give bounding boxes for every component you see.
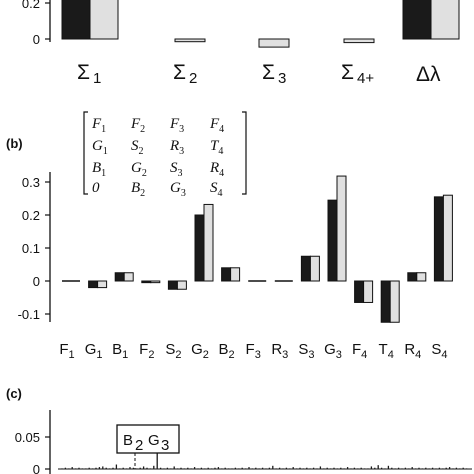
panel-b-x-tick-label: F3 <box>246 341 261 361</box>
panel-b-x-tick-label: G2 <box>191 341 209 361</box>
panel-a-x-tick-label: Σ 4+ <box>341 61 374 87</box>
svg-text:Δλ: Δλ <box>416 63 441 86</box>
panel-b-x-tick-label: F2 <box>139 341 154 361</box>
panel-b-x-tick-label: G1 <box>85 341 103 361</box>
panel-b-bar-dark <box>433 196 444 282</box>
svg-text:2: 2 <box>135 437 143 454</box>
panel-b-matrix: F1 F2 F3 F4 G1 S2 R3 T4 B1 G2 S3 R4 0 B2 G3 S4 <box>83 111 247 199</box>
panel-b-y-tick-label: 0.1 <box>22 241 40 256</box>
panel-a-bar-light <box>343 38 375 44</box>
panel-b-bar-light <box>230 267 241 282</box>
panel-a-x-tick-label: Δλ <box>416 63 441 86</box>
panel-b-x-tick-label: S4 <box>431 341 447 361</box>
panel-b-bar-light <box>389 280 400 323</box>
panel-b-bar-light <box>150 280 161 284</box>
panel-a-bar-light <box>430 0 460 40</box>
panel-b-x-tick-label: T4 <box>379 341 394 361</box>
panel-b-matrix-cell: B1 <box>92 160 106 179</box>
panel-b-x-tick-label: B2 <box>219 341 235 361</box>
panel-b-matrix-cell: F3 <box>169 116 184 135</box>
panel-b-bar-dark <box>300 255 311 282</box>
panel-b-matrix-cell: B2 <box>131 180 145 199</box>
svg-text:2: 2 <box>189 70 197 87</box>
panel-b-bar-dark <box>327 199 338 282</box>
panel-b-bar-light <box>309 255 320 282</box>
svg-text:3: 3 <box>161 437 169 454</box>
panel-a-x-tick-label: Σ 1 <box>77 61 101 87</box>
panel-b-bar-dark <box>354 280 365 303</box>
panel-b-y-tick-label: 0.3 <box>22 175 40 190</box>
panel-a-bar-light <box>174 38 206 43</box>
panel-c-annotation: B 2 G 3 <box>123 432 169 454</box>
panel-b-matrix-cell: S3 <box>170 160 183 179</box>
panel-b-label: (b) <box>6 136 23 151</box>
panel-b-bar-light <box>176 280 187 290</box>
panel-c-y-tick-label: 0 <box>33 462 40 474</box>
svg-text:1: 1 <box>93 70 101 87</box>
panel-b-chart: (b) F1 F2 F3 F4 G1 S2 R3 T4 B1 G2 S3 R4 0 B2 G3 S4 0.3 0… <box>6 111 453 361</box>
svg-text:Σ: Σ <box>341 61 354 84</box>
panel-b-bar-dark <box>407 272 418 282</box>
panel-c-annotation-box <box>116 424 180 454</box>
panel-b-x-tick-label: S2 <box>165 341 181 361</box>
panel-b-x-tick-label: F1 <box>59 341 74 361</box>
panel-b-bar-light <box>442 194 453 282</box>
panel-a-y-tick-label: 0.2 <box>22 0 40 11</box>
panel-b-x-tick-label: R4 <box>404 341 421 361</box>
panel-a-y-tick-label: 0 <box>33 32 40 47</box>
panel-a-bar-dark <box>402 0 432 40</box>
panel-b-matrix-cell: R3 <box>169 138 184 157</box>
panel-b-matrix-cell: G1 <box>92 138 108 157</box>
panel-a-x-tick-label: Σ 3 <box>262 61 286 87</box>
panel-b-bar-dark <box>221 267 232 282</box>
panel-b-bar-light <box>123 272 134 282</box>
panel-b-y-tick-label: -0.1 <box>18 307 40 322</box>
svg-text:Σ: Σ <box>77 61 90 84</box>
panel-b-x-tick-label: R3 <box>271 341 288 361</box>
panel-b-matrix-cell: F2 <box>130 116 145 135</box>
panel-b-bar-dark <box>141 280 152 284</box>
panel-b-bar-dark <box>167 280 178 290</box>
panel-b-x-tick-label: F4 <box>352 341 367 361</box>
panel-c-chart: (c) 0.05 0 B 2 G 3 <box>6 386 472 474</box>
panel-b-bar-light <box>363 280 374 303</box>
panel-b-matrix-cell: G2 <box>131 160 147 179</box>
panel-c-label: (c) <box>6 386 22 401</box>
panel-a-bar-light <box>258 38 290 48</box>
panel-b-bar-light <box>336 175 347 282</box>
panel-a-bar-dark <box>61 0 91 40</box>
panel-b-y-tick-label: 0 <box>33 274 40 289</box>
panel-b-bar-dark <box>114 272 125 282</box>
panel-b-bar-light <box>203 203 214 282</box>
panel-b-matrix-cell: S4 <box>210 180 223 199</box>
panel-b-bar-light <box>97 280 108 289</box>
panel-b-x-tick-label: G3 <box>324 341 342 361</box>
panel-b-y-tick-label: 0.2 <box>22 208 40 223</box>
panel-b-matrix-cell: G3 <box>170 180 186 199</box>
panel-b-x-tick-label: S3 <box>298 341 314 361</box>
panel-b-matrix-cell: 0 <box>92 180 100 196</box>
svg-text:B: B <box>123 432 133 449</box>
svg-text:4+: 4+ <box>357 70 374 87</box>
panel-b-matrix-cell: T4 <box>210 138 223 157</box>
panel-b-bar-dark <box>194 214 205 282</box>
panel-c-y-tick-label: 0.05 <box>15 430 40 445</box>
panel-b-bar-dark <box>88 280 99 289</box>
panel-b-matrix-cell: F4 <box>209 116 224 135</box>
panel-a-x-tick-label: Σ 2 <box>173 61 197 87</box>
panel-a-bar-light <box>89 0 119 40</box>
svg-text:G: G <box>148 432 160 449</box>
panel-b-matrix-cell: F1 <box>91 116 106 135</box>
svg-text:Σ: Σ <box>262 61 275 84</box>
panel-b-x-tick-label: B1 <box>112 341 128 361</box>
panel-b-matrix-cell: S2 <box>131 138 144 157</box>
panel-a-chart: 0.2 0 Σ 1 Σ 2 Σ 3 Σ 4+ Δλ <box>22 0 460 87</box>
svg-text:Σ: Σ <box>173 61 186 84</box>
svg-text:3: 3 <box>278 70 286 87</box>
panel-b-matrix-cell: R4 <box>209 160 224 179</box>
panel-b-bar-light <box>416 272 427 282</box>
panel-b-bar-dark <box>380 280 391 323</box>
